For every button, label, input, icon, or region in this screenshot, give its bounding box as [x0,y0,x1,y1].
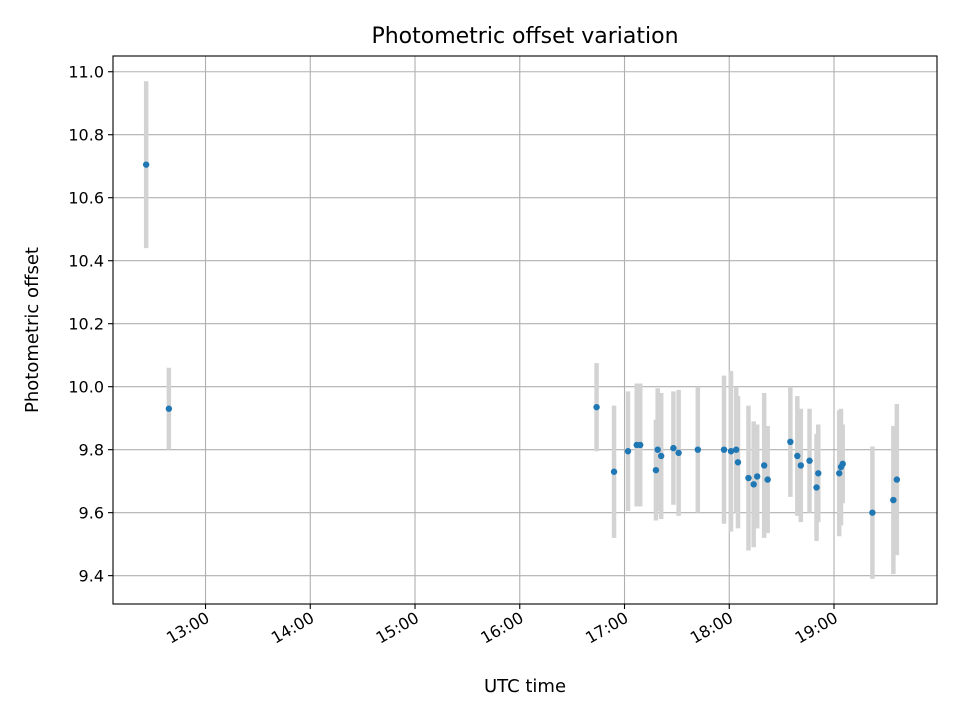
data-point [624,448,632,455]
y-tick-label: 9.8 [79,441,104,460]
y-tick-label: 10.0 [68,378,104,397]
y-tick-label: 10.2 [68,315,104,334]
data-point [753,473,761,480]
data-point [727,448,735,455]
plot-frame [112,55,938,605]
data-point [794,452,801,460]
data-point [675,449,682,457]
data-point [610,468,618,475]
y-tick-label: 10.6 [68,189,104,208]
data-point [750,481,757,488]
data-points [142,161,901,516]
data-point [815,470,822,477]
data-point [813,484,820,491]
y-axis-ticks: 9.4 9.6 9.8 10.0 10.2 10.4 10.6 10.8 11.0 [68,63,113,586]
data-point [657,452,665,460]
data-point [745,474,752,482]
data-point [869,509,876,516]
data-point [797,462,805,469]
y-tick-label: 10.4 [68,252,104,271]
data-point [652,466,660,474]
data-point [806,457,813,464]
x-axis-label: UTC time [484,676,566,697]
data-point [733,446,740,453]
data-point [165,405,173,412]
data-point [890,496,897,504]
data-point [787,438,794,446]
data-point [760,462,768,469]
chart-title: Photometric offset variation [371,24,678,49]
data-point [720,446,728,453]
data-point [764,476,771,483]
data-point [734,459,742,466]
data-point [654,446,661,453]
data-point [593,403,600,411]
data-point [839,460,846,468]
y-tick-label: 9.4 [79,567,104,586]
y-axis-label: Photometric offset [22,247,43,413]
y-tick-label: 10.8 [68,126,104,145]
y-tick-label: 11.0 [68,63,104,82]
data-point [637,441,644,449]
data-point [670,444,677,452]
data-point [694,446,702,453]
data-point [836,470,843,477]
data-point [893,476,901,483]
data-point [142,161,150,168]
y-tick-label: 9.6 [79,504,104,523]
